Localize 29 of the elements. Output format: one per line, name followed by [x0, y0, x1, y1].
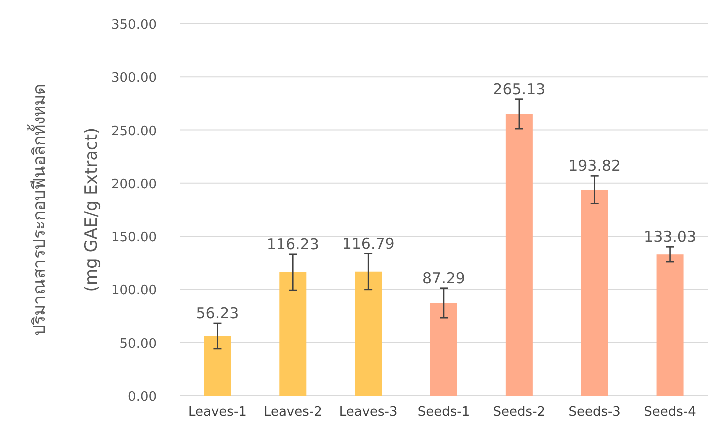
- bar: [280, 272, 307, 396]
- data-label: 193.82: [568, 157, 622, 176]
- y-tick-label: 250.00: [112, 124, 157, 140]
- y-tick-label: 150.00: [112, 230, 157, 246]
- x-tick-label: Seeds-2: [493, 405, 546, 420]
- data-label: 56.23: [196, 304, 240, 322]
- x-tick-label: Leaves-2: [264, 405, 322, 420]
- data-label: 116.79: [342, 234, 395, 253]
- bar: [656, 254, 684, 396]
- data-label: 265.13: [493, 80, 546, 98]
- y-tick-label: 0.00: [128, 390, 157, 405]
- data-label: 133.03: [644, 228, 697, 246]
- bar: [506, 114, 533, 396]
- y-tick-label: 350.00: [112, 18, 157, 33]
- data-label: 116.23: [266, 235, 320, 254]
- x-tick-label: Seeds-4: [644, 405, 696, 420]
- x-tick-label: Leaves-1: [188, 405, 247, 420]
- y-tick-label: 300.00: [112, 71, 157, 86]
- bar: [581, 190, 608, 396]
- y-tick-label: 200.00: [112, 177, 157, 192]
- y-tick-label: 50.00: [120, 336, 157, 352]
- bar: [355, 272, 382, 396]
- data-label: 87.29: [422, 269, 466, 288]
- y-tick-label: 100.00: [112, 284, 157, 299]
- x-tick-label: Seeds-3: [568, 405, 621, 420]
- x-tick-label: Seeds-1: [418, 405, 470, 420]
- bar: [430, 303, 458, 396]
- bar: [204, 336, 232, 396]
- x-tick-label: Leaves-3: [339, 405, 398, 420]
